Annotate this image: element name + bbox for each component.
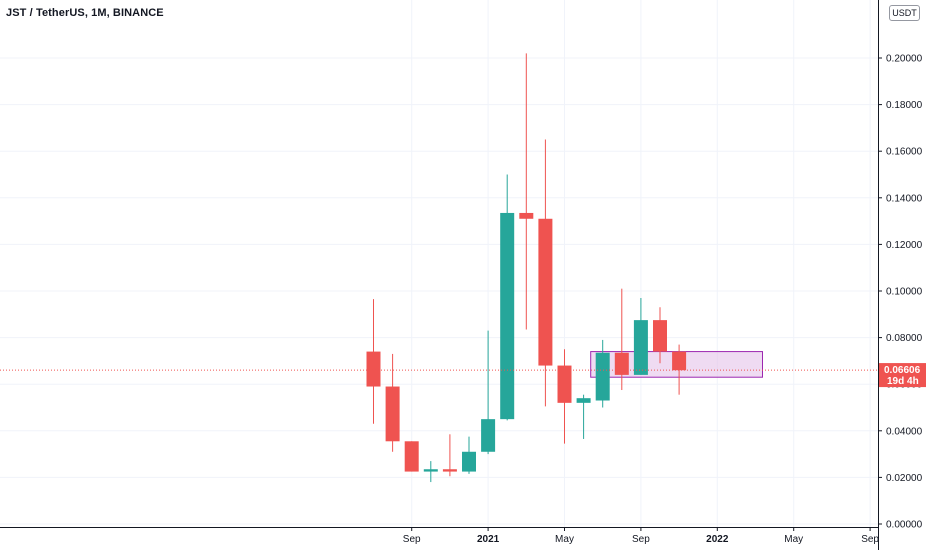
chart-title: JST / TetherUS, 1M, BINANCE <box>6 7 164 19</box>
candle <box>385 353 400 452</box>
x-tick-label[interactable]: Sep <box>632 534 650 545</box>
current-price-badge-bg <box>879 363 926 388</box>
candle <box>614 288 629 391</box>
price-axis-labels[interactable]: 0.000000.020000.040000.060000.080000.100… <box>878 54 923 531</box>
x-tick-label[interactable]: May <box>784 534 803 545</box>
candles-layer <box>366 53 687 483</box>
candle <box>462 436 476 474</box>
candle-body <box>385 386 400 442</box>
candle-body <box>595 352 610 401</box>
candle-body <box>519 212 534 219</box>
candle <box>557 349 572 444</box>
candle-body <box>442 469 457 472</box>
candle <box>442 434 457 477</box>
x-tick-label[interactable]: Sep <box>861 534 879 545</box>
candle-countdown-label: 19d 4h <box>887 376 919 387</box>
candle-body <box>557 365 572 403</box>
candle-body <box>576 398 591 403</box>
candle <box>576 394 591 439</box>
y-tick-label[interactable]: 0.20000 <box>886 54 923 65</box>
x-tick-label[interactable]: 2021 <box>477 534 500 545</box>
x-tick-label[interactable]: 2022 <box>706 534 729 545</box>
x-tick-label[interactable]: May <box>555 534 574 545</box>
candle <box>595 339 610 408</box>
candle-body <box>633 320 648 375</box>
candle <box>672 344 687 395</box>
candle <box>519 53 534 330</box>
candle <box>481 330 496 455</box>
y-tick-label[interactable]: 0.14000 <box>886 193 923 204</box>
axes <box>0 0 879 550</box>
candle <box>423 461 438 483</box>
candle <box>366 299 381 424</box>
candle <box>633 297 648 375</box>
current-price-label: 0.06606 <box>884 365 921 376</box>
time-axis-labels[interactable]: Sep 2021 May Sep 2022 May Sep <box>403 527 880 545</box>
currency-unit-button[interactable]: USDT <box>889 5 920 21</box>
candle-body <box>404 441 419 472</box>
y-tick-label[interactable]: 0.04000 <box>886 426 923 437</box>
candle-body <box>672 351 687 371</box>
y-tick-label[interactable]: 0.18000 <box>886 100 923 111</box>
candle-body <box>481 419 496 452</box>
candle-body <box>366 351 381 387</box>
candle <box>538 139 553 407</box>
candle <box>653 307 667 364</box>
y-tick-label[interactable]: 0.16000 <box>886 147 923 158</box>
current-price-badge: 0.06606 19d 4h <box>879 363 926 388</box>
grid-lines <box>0 0 878 527</box>
candle <box>500 174 515 421</box>
candle-body <box>538 218 553 366</box>
y-tick-label[interactable]: 0.00000 <box>886 520 923 531</box>
candle-body <box>462 451 476 472</box>
x-tick-label[interactable]: Sep <box>403 534 421 545</box>
y-tick-label[interactable]: 0.08000 <box>886 333 923 344</box>
candle-body <box>653 320 667 352</box>
candle-body <box>423 469 438 472</box>
y-tick-label[interactable]: 0.02000 <box>886 473 923 484</box>
y-tick-label[interactable]: 0.10000 <box>886 287 923 298</box>
candle <box>404 441 419 472</box>
candle-body <box>614 352 629 375</box>
y-tick-label[interactable]: 0.12000 <box>886 240 923 251</box>
candle-body <box>500 212 515 420</box>
